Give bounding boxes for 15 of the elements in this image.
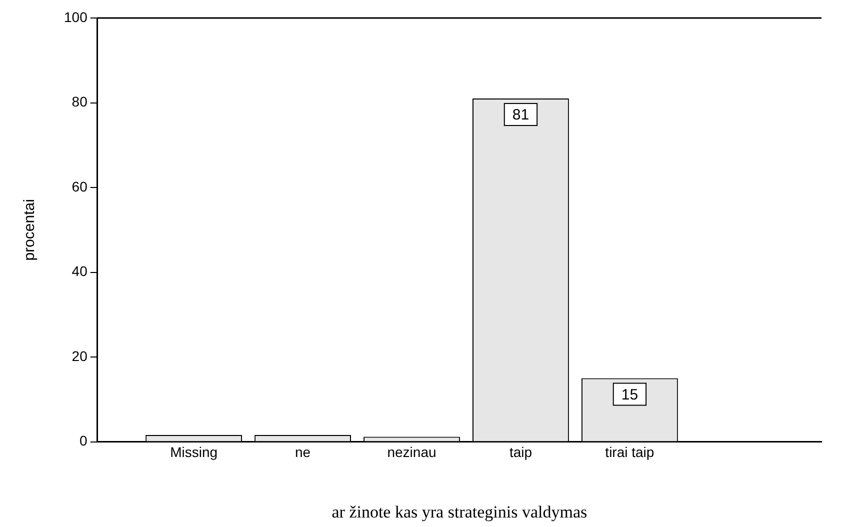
y-axis-title: procentai <box>21 199 38 261</box>
x-tick-label: ne <box>294 444 311 460</box>
y-tick-label: 40 <box>72 263 88 280</box>
y-tick-label: 80 <box>72 94 88 110</box>
x-tick-label: Missing <box>170 444 218 460</box>
y-tick-label: 0 <box>80 432 88 449</box>
data-label: 15 <box>621 386 638 404</box>
y-tick-label: 20 <box>72 348 88 364</box>
x-tick-label: nezinau <box>387 444 436 460</box>
x-tick-label: taip <box>509 444 532 460</box>
data-label: 81 <box>512 106 530 124</box>
x-axis-title: ar žinote kas yra strateginis valdymas <box>332 502 588 522</box>
y-tick-label: 100 <box>64 8 88 25</box>
x-tick-label: tirai taip <box>605 444 654 460</box>
y-tick-label: 60 <box>72 178 88 194</box>
